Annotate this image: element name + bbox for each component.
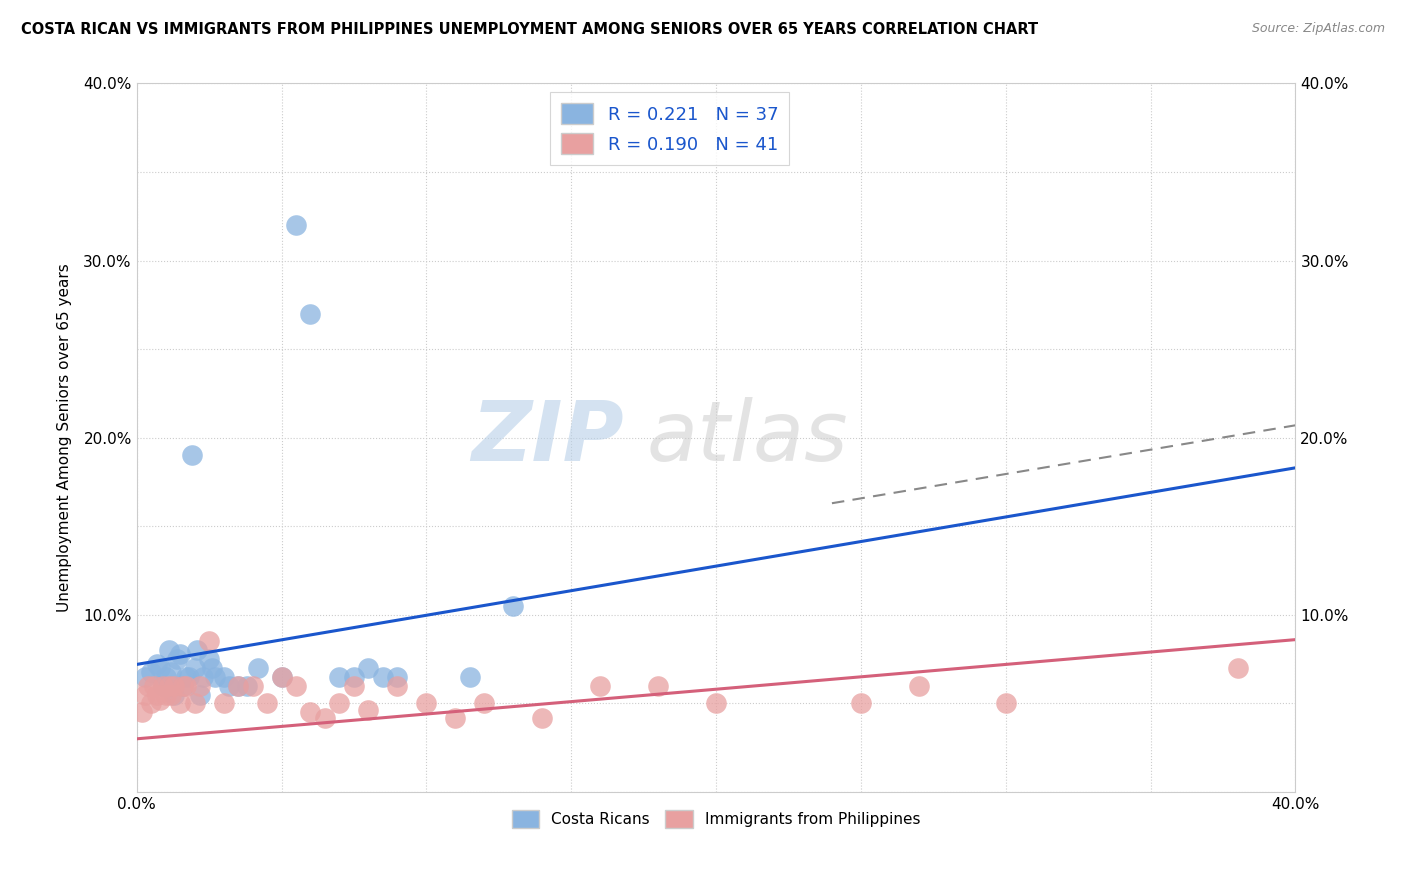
Point (193, 670, 215, 684)
Point (198, 634, 221, 648)
Point (285, 218, 308, 232)
Point (908, 679, 931, 693)
Point (183, 661, 205, 675)
Point (1226, 661, 1249, 675)
Point (172, 679, 194, 693)
Point (212, 670, 235, 684)
Point (704, 697, 727, 711)
Point (201, 661, 224, 675)
Point (157, 679, 180, 693)
Point (285, 679, 308, 693)
Point (647, 679, 669, 693)
Point (270, 670, 292, 684)
Point (149, 661, 172, 675)
Point (849, 697, 872, 711)
Point (157, 643, 180, 657)
Point (212, 697, 235, 711)
Point (136, 679, 159, 693)
Point (190, 679, 212, 693)
Point (218, 679, 240, 693)
Point (149, 693, 172, 707)
Point (152, 679, 174, 693)
Text: COSTA RICAN VS IMMIGRANTS FROM PHILIPPINES UNEMPLOYMENT AMONG SENIORS OVER 65 YE: COSTA RICAN VS IMMIGRANTS FROM PHILIPPIN… (21, 22, 1038, 37)
Point (146, 688, 169, 702)
Point (160, 688, 183, 702)
Point (183, 697, 205, 711)
Point (256, 697, 278, 711)
Point (163, 688, 186, 702)
Point (242, 679, 264, 693)
Point (169, 647, 191, 661)
Point (994, 697, 1017, 711)
Point (458, 670, 481, 684)
Point (235, 679, 257, 693)
Point (247, 661, 270, 675)
Point (134, 670, 156, 684)
Text: ZIP: ZIP (471, 397, 623, 478)
Point (502, 599, 524, 613)
Point (198, 652, 221, 666)
Point (531, 710, 554, 724)
Point (155, 688, 177, 702)
Point (169, 697, 191, 711)
Point (328, 697, 350, 711)
Point (226, 679, 249, 693)
Point (589, 679, 612, 693)
Point (371, 670, 394, 684)
Point (174, 679, 197, 693)
Point (343, 679, 366, 693)
Point (134, 688, 156, 702)
Point (357, 661, 380, 675)
Point (314, 710, 336, 724)
Point (166, 652, 188, 666)
Text: atlas: atlas (647, 397, 848, 478)
Point (163, 679, 186, 693)
Point (152, 679, 174, 693)
Point (357, 704, 380, 718)
Point (177, 670, 200, 684)
Point (299, 705, 322, 719)
Y-axis label: Unemployment Among Seniors over 65 years: Unemployment Among Seniors over 65 years (58, 263, 72, 612)
Point (270, 670, 292, 684)
Point (131, 705, 153, 719)
Point (387, 670, 409, 684)
Point (190, 688, 212, 702)
Point (146, 657, 169, 672)
Point (139, 665, 162, 679)
Point (226, 679, 249, 693)
Point (299, 307, 322, 321)
Point (472, 697, 495, 711)
Point (204, 670, 226, 684)
Point (444, 710, 467, 724)
Point (328, 670, 350, 684)
Point (186, 643, 208, 657)
Legend: Costa Ricans, Immigrants from Philippines: Costa Ricans, Immigrants from Philippine… (506, 804, 927, 834)
Point (387, 679, 409, 693)
Text: Source: ZipAtlas.com: Source: ZipAtlas.com (1251, 22, 1385, 36)
Point (343, 670, 366, 684)
Point (155, 670, 177, 684)
Point (172, 679, 194, 693)
Point (174, 670, 197, 684)
Point (160, 665, 183, 679)
Point (415, 697, 437, 711)
Point (139, 697, 162, 711)
Point (180, 449, 202, 463)
Point (143, 679, 166, 693)
